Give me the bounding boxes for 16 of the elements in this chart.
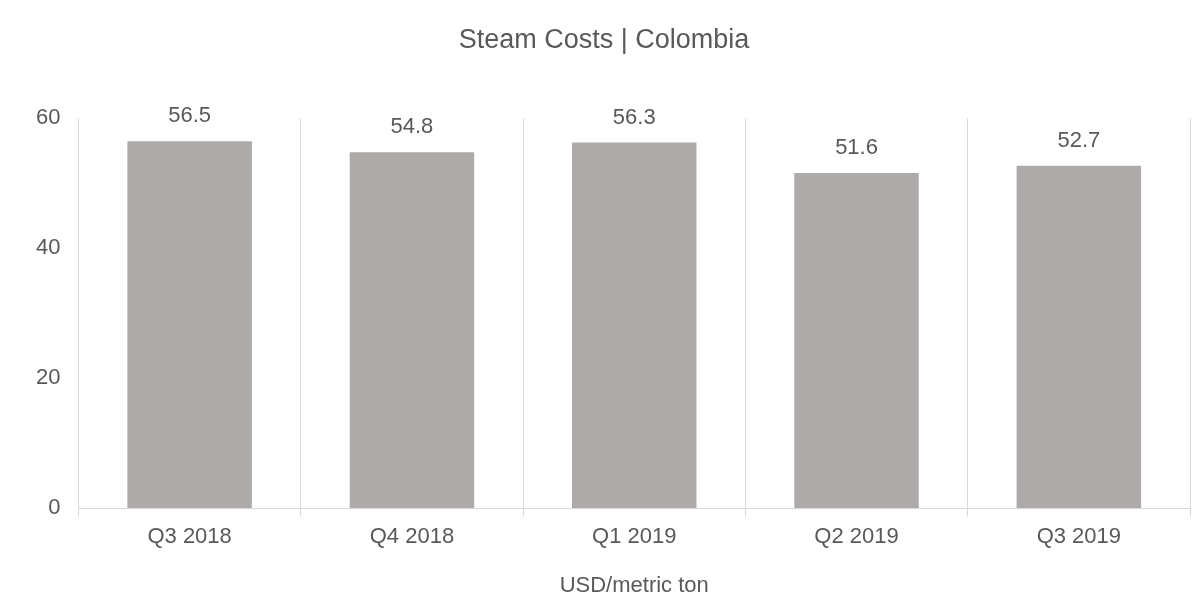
- x-axis-title: USD/metric ton: [559, 571, 709, 597]
- x-tick-label: Q2 2019: [814, 523, 899, 549]
- x-tick-label: Q1 2019: [592, 523, 677, 549]
- x-tick-label: Q4 2018: [369, 523, 455, 549]
- y-tick-label: 40: [35, 234, 61, 260]
- data-label: 51.6: [835, 134, 878, 160]
- y-tick-label: 20: [35, 364, 61, 390]
- data-label: 54.8: [390, 113, 434, 139]
- chart-title: Steam Costs | Colombia: [458, 23, 751, 54]
- data-label: 56.3: [612, 103, 656, 129]
- data-label: 52.7: [1057, 126, 1101, 152]
- y-tick-label: 0: [48, 494, 61, 520]
- x-tick-label: Q3 2018: [147, 523, 232, 549]
- data-label: 56.5: [168, 102, 212, 128]
- x-tick-label: Q3 2019: [1036, 523, 1122, 549]
- y-tick-label: 60: [35, 104, 61, 130]
